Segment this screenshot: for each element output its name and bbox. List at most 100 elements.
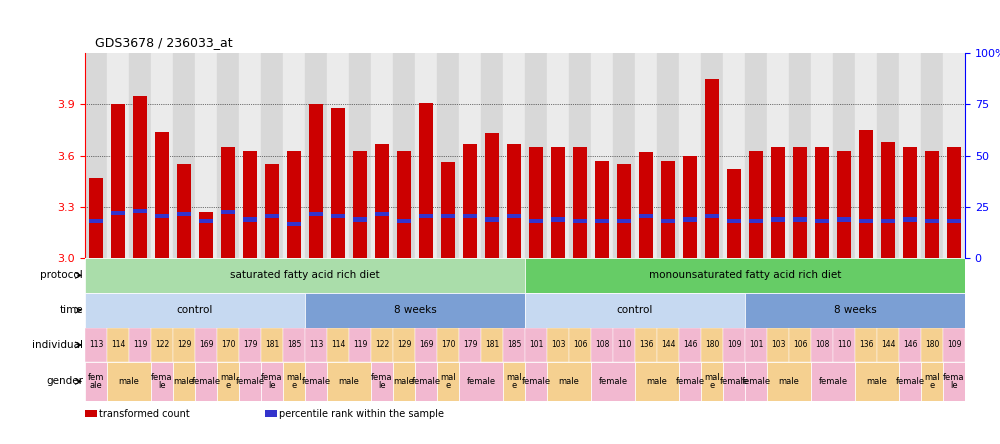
Bar <box>331 108 345 258</box>
Bar <box>525 293 745 328</box>
Text: 114: 114 <box>111 341 125 349</box>
Text: 119: 119 <box>133 341 147 349</box>
Text: female: female <box>895 377 925 386</box>
Bar <box>89 219 103 223</box>
Bar <box>547 53 569 258</box>
Bar <box>353 218 367 222</box>
Bar <box>173 53 195 258</box>
Bar <box>155 214 169 218</box>
Text: 122: 122 <box>375 341 389 349</box>
Bar <box>921 362 943 400</box>
Bar <box>371 53 393 258</box>
Text: male: male <box>779 377 799 386</box>
Bar <box>859 219 873 223</box>
Text: female: female <box>675 377 705 386</box>
Bar <box>837 151 851 258</box>
Text: 180: 180 <box>705 341 719 349</box>
Text: mal
e: mal e <box>924 373 940 390</box>
Bar <box>265 164 279 258</box>
Bar <box>815 219 829 223</box>
Text: 180: 180 <box>925 341 939 349</box>
Text: transformed count: transformed count <box>99 409 190 419</box>
Bar <box>485 134 499 258</box>
Bar <box>177 211 191 216</box>
Bar <box>283 362 305 400</box>
Bar <box>173 362 195 400</box>
Text: 179: 179 <box>463 341 477 349</box>
Bar <box>877 328 899 362</box>
Text: 185: 185 <box>507 341 521 349</box>
Bar <box>327 328 349 362</box>
Bar <box>639 214 653 218</box>
Bar <box>903 147 917 258</box>
Text: 144: 144 <box>661 341 675 349</box>
Bar <box>683 218 697 222</box>
Bar <box>727 169 741 258</box>
Bar <box>811 362 855 400</box>
Bar <box>921 328 943 362</box>
Bar <box>771 147 785 258</box>
Bar <box>683 156 697 258</box>
Bar <box>393 362 415 400</box>
Bar <box>437 53 459 258</box>
Text: GDS3678 / 236033_at: GDS3678 / 236033_at <box>95 36 233 49</box>
Bar <box>133 96 147 258</box>
Bar <box>745 53 767 258</box>
Bar <box>261 53 283 258</box>
Bar <box>745 362 767 400</box>
Bar <box>943 53 965 258</box>
Bar <box>855 53 877 258</box>
Text: female: female <box>466 377 496 386</box>
Bar <box>947 219 961 223</box>
Text: female: female <box>521 377 551 386</box>
Bar <box>745 293 965 328</box>
Bar <box>437 328 459 362</box>
Text: 101: 101 <box>749 341 763 349</box>
Text: 170: 170 <box>441 341 455 349</box>
Bar <box>151 362 173 400</box>
Bar <box>331 214 345 218</box>
Bar <box>525 328 547 362</box>
Bar <box>261 362 283 400</box>
Bar <box>327 53 349 258</box>
Text: control: control <box>617 305 653 315</box>
Bar <box>573 147 587 258</box>
Bar <box>199 219 213 223</box>
Text: fema
le: fema le <box>151 373 173 390</box>
Bar <box>459 362 503 400</box>
Text: 106: 106 <box>573 341 587 349</box>
Bar <box>635 328 657 362</box>
Bar <box>239 53 261 258</box>
Text: male: male <box>647 377 667 386</box>
Bar <box>573 219 587 223</box>
Bar <box>375 211 389 216</box>
Bar <box>485 218 499 222</box>
Bar <box>701 328 723 362</box>
Text: female: female <box>719 377 749 386</box>
Bar <box>899 53 921 258</box>
Bar <box>217 53 239 258</box>
Text: female: female <box>818 377 848 386</box>
Bar <box>305 362 327 400</box>
Text: 108: 108 <box>815 341 829 349</box>
Bar <box>551 218 565 222</box>
Bar <box>415 328 437 362</box>
Bar <box>617 164 631 258</box>
Bar <box>525 362 547 400</box>
Bar <box>349 53 371 258</box>
Bar <box>415 362 437 400</box>
Text: time: time <box>59 305 83 315</box>
Text: 114: 114 <box>331 341 345 349</box>
Text: 103: 103 <box>551 341 565 349</box>
Bar <box>85 293 305 328</box>
Text: 122: 122 <box>155 341 169 349</box>
Bar <box>283 328 305 362</box>
Bar <box>85 362 107 400</box>
Bar <box>393 328 415 362</box>
Bar <box>767 328 789 362</box>
Bar <box>217 362 239 400</box>
Bar <box>371 362 393 400</box>
Bar <box>635 362 679 400</box>
Bar <box>239 362 261 400</box>
Text: 179: 179 <box>243 341 257 349</box>
